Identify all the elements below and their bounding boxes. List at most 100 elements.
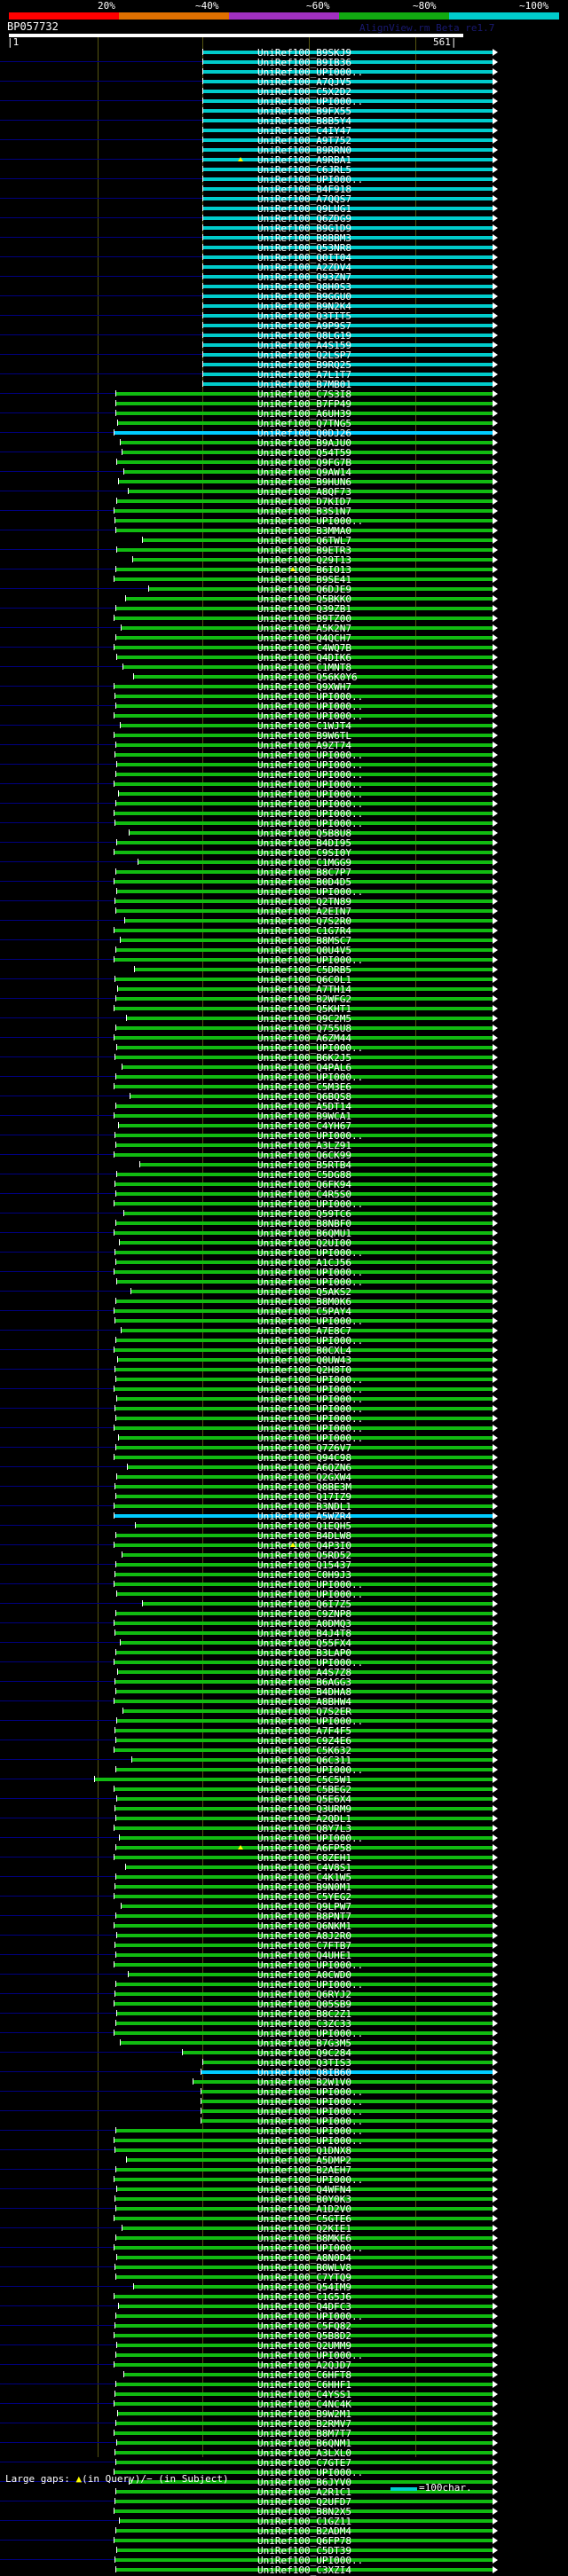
hit-label[interactable]: UniRef100_B0WLV8 — [257, 2262, 351, 2274]
hit-row[interactable]: UniRef100_UPI000.. — [0, 1072, 568, 1082]
hit-label[interactable]: UniRef100_Q9C284 — [257, 2047, 351, 2059]
hit-label[interactable]: UniRef100_Q2KIE1 — [257, 2223, 351, 2234]
hit-row[interactable]: UniRef100_C6JRL5 — [0, 165, 568, 175]
hit-label[interactable]: UniRef100_UPI000.. — [257, 2555, 364, 2566]
hit-alignment-bar[interactable] — [116, 1300, 493, 1303]
hit-label[interactable]: UniRef100_UPI000.. — [257, 1413, 364, 1425]
hit-label[interactable]: UniRef100_A7L1T7 — [257, 369, 351, 381]
hit-row[interactable]: UniRef100_Q2UMM9 — [0, 2341, 568, 2351]
hit-label[interactable]: UniRef100_UPI000.. — [257, 2028, 364, 2039]
hit-row[interactable]: UniRef100_C6HFT8 — [0, 2370, 568, 2380]
hit-label[interactable]: UniRef100_Q54IM9 — [257, 2281, 351, 2293]
hit-label[interactable]: UniRef100_C5YEG2 — [257, 1891, 351, 1903]
hit-label[interactable]: UniRef100_B9W2M1 — [257, 2408, 351, 2420]
hit-label[interactable]: UniRef100_B8NBF0 — [257, 1218, 351, 1229]
hit-alignment-bar[interactable] — [115, 1992, 493, 1996]
hit-alignment-bar[interactable] — [115, 753, 493, 757]
hit-alignment-bar[interactable] — [118, 987, 493, 991]
hit-alignment-bar[interactable] — [117, 1173, 493, 1176]
hit-row[interactable]: UniRef100_Q0IT04 — [0, 253, 568, 263]
hit-row[interactable]: UniRef100_Q7S2R0 — [0, 916, 568, 926]
hit-label[interactable]: UniRef100_B9SKJ9 — [257, 47, 351, 59]
hit-label[interactable]: UniRef100_C9ZNP8 — [257, 1608, 351, 1620]
hit-label[interactable]: UniRef100_Q6FP78 — [257, 2535, 351, 2547]
hit-alignment-bar[interactable] — [130, 1095, 493, 1098]
hit-row[interactable]: UniRef100_C5FQ82 — [0, 2321, 568, 2331]
hit-row[interactable]: UniRef100_Q2H8T0 — [0, 1365, 568, 1375]
hit-row[interactable]: UniRef100_A4S7Z8 — [0, 1668, 568, 1677]
hit-row[interactable]: UniRef100_C5DRB5 — [0, 965, 568, 975]
hit-row[interactable]: UniRef100_UPI000.. — [0, 789, 568, 799]
hit-label[interactable]: UniRef100_C9SI0Y — [257, 847, 351, 859]
hit-label[interactable]: UniRef100_A8BHW4 — [257, 1696, 351, 1708]
hit-label[interactable]: UniRef100_UPI000.. — [257, 711, 364, 722]
hit-alignment-bar[interactable] — [114, 617, 493, 620]
hit-alignment-bar[interactable] — [117, 890, 493, 893]
hit-alignment-bar[interactable] — [130, 2480, 493, 2484]
hit-alignment-bar[interactable] — [117, 1797, 493, 1801]
hit-row[interactable]: UniRef100_UPI000.. — [0, 799, 568, 809]
hit-label[interactable]: UniRef100_B6K2J5 — [257, 1052, 351, 1064]
hit-label[interactable]: UniRef100_C5M3E6 — [257, 1081, 351, 1093]
hit-row[interactable]: UniRef100_B7G3M5 — [0, 2038, 568, 2048]
hit-row[interactable]: UniRef100_B6K2J5 — [0, 1053, 568, 1063]
hit-alignment-bar[interactable] — [118, 2412, 493, 2415]
hit-label[interactable]: UniRef100_C4IY47 — [257, 125, 351, 137]
hit-alignment-bar[interactable] — [114, 646, 493, 649]
hit-alignment-bar[interactable] — [119, 792, 493, 796]
hit-alignment-bar[interactable] — [114, 2402, 493, 2406]
hit-alignment-bar[interactable] — [123, 665, 493, 669]
hit-alignment-bar[interactable] — [136, 1524, 493, 1528]
hit-row[interactable]: UniRef100_C5YEG2 — [0, 1892, 568, 1902]
hit-row[interactable]: UniRef100_B0WLV8 — [0, 2263, 568, 2273]
hit-row[interactable]: UniRef100_UPI000.. — [0, 1385, 568, 1394]
hit-row[interactable]: UniRef100_Q6CK99 — [0, 1151, 568, 1160]
hit-alignment-bar[interactable] — [119, 2305, 493, 2308]
hit-label[interactable]: UniRef100_C8ZEH1 — [257, 1852, 351, 1864]
hit-alignment-bar[interactable] — [114, 1504, 493, 1508]
hit-alignment-bar[interactable] — [116, 1261, 493, 1264]
hit-row[interactable]: UniRef100_UPI000.. — [0, 760, 568, 770]
hit-row[interactable]: UniRef100_B8M0K6 — [0, 1297, 568, 1307]
hit-label[interactable]: UniRef100_Q5BKK0 — [257, 593, 351, 605]
hit-alignment-bar[interactable] — [116, 1846, 493, 1850]
hit-alignment-bar[interactable] — [114, 1348, 493, 1352]
hit-alignment-bar[interactable] — [116, 948, 493, 952]
hit-row[interactable]: UniRef100_B8N2X5 — [0, 2507, 568, 2517]
hit-alignment-bar[interactable] — [193, 2080, 493, 2084]
hit-alignment-bar[interactable] — [116, 568, 493, 571]
hit-alignment-bar[interactable] — [118, 1670, 493, 1674]
hit-alignment-bar[interactable] — [203, 168, 493, 171]
hit-label[interactable]: UniRef100_A3LXL0 — [257, 2447, 351, 2459]
hit-row[interactable]: UniRef100_UPI000.. — [0, 2126, 568, 2136]
hit-row[interactable]: UniRef100_UPI000.. — [0, 2312, 568, 2321]
hit-alignment-bar[interactable] — [116, 1563, 493, 1567]
hit-label[interactable]: UniRef100_B4F918 — [257, 184, 351, 195]
hit-label[interactable]: UniRef100_C3ZC33 — [257, 2018, 351, 2030]
hit-alignment-bar[interactable] — [122, 1905, 493, 1908]
hit-row[interactable]: UniRef100_C5GTE6 — [0, 2214, 568, 2224]
hit-row[interactable]: UniRef100_A2QDL1 — [0, 1814, 568, 1824]
hit-alignment-bar[interactable] — [119, 1124, 493, 1127]
hit-row[interactable]: UniRef100_B2ADM4 — [0, 2526, 568, 2536]
hit-label[interactable]: UniRef100_Q6I7Z5 — [257, 1598, 351, 1610]
hit-alignment-bar[interactable] — [149, 587, 493, 591]
hit-label[interactable]: UniRef100_UPI000.. — [257, 789, 364, 800]
hit-row[interactable]: UniRef100_UPI000.. — [0, 67, 568, 77]
hit-alignment-bar[interactable] — [121, 939, 493, 942]
hit-alignment-bar[interactable] — [117, 1046, 493, 1049]
hit-alignment-bar[interactable] — [116, 2422, 493, 2425]
hit-row[interactable]: UniRef100_Q54T59 — [0, 448, 568, 458]
hit-row[interactable]: UniRef100_A3LXL0 — [0, 2448, 568, 2458]
hit-row[interactable]: UniRef100_UPI000.. — [0, 1277, 568, 1287]
hit-label[interactable]: UniRef100_A1D2V0 — [257, 2203, 351, 2215]
hit-row[interactable]: UniRef100_Q5RD52 — [0, 1551, 568, 1560]
hit-label[interactable]: UniRef100_C4NC4K — [257, 2399, 351, 2410]
hit-row[interactable]: UniRef100_A0CWD0 — [0, 1970, 568, 1980]
hit-row[interactable]: UniRef100_UPI000.. — [0, 770, 568, 780]
hit-alignment-bar[interactable] — [116, 392, 493, 396]
hit-row[interactable]: UniRef100_UPI000.. — [0, 1268, 568, 1277]
hit-alignment-bar[interactable] — [117, 763, 493, 766]
hit-alignment-bar[interactable] — [116, 2168, 493, 2172]
hit-alignment-bar[interactable] — [116, 2461, 493, 2464]
